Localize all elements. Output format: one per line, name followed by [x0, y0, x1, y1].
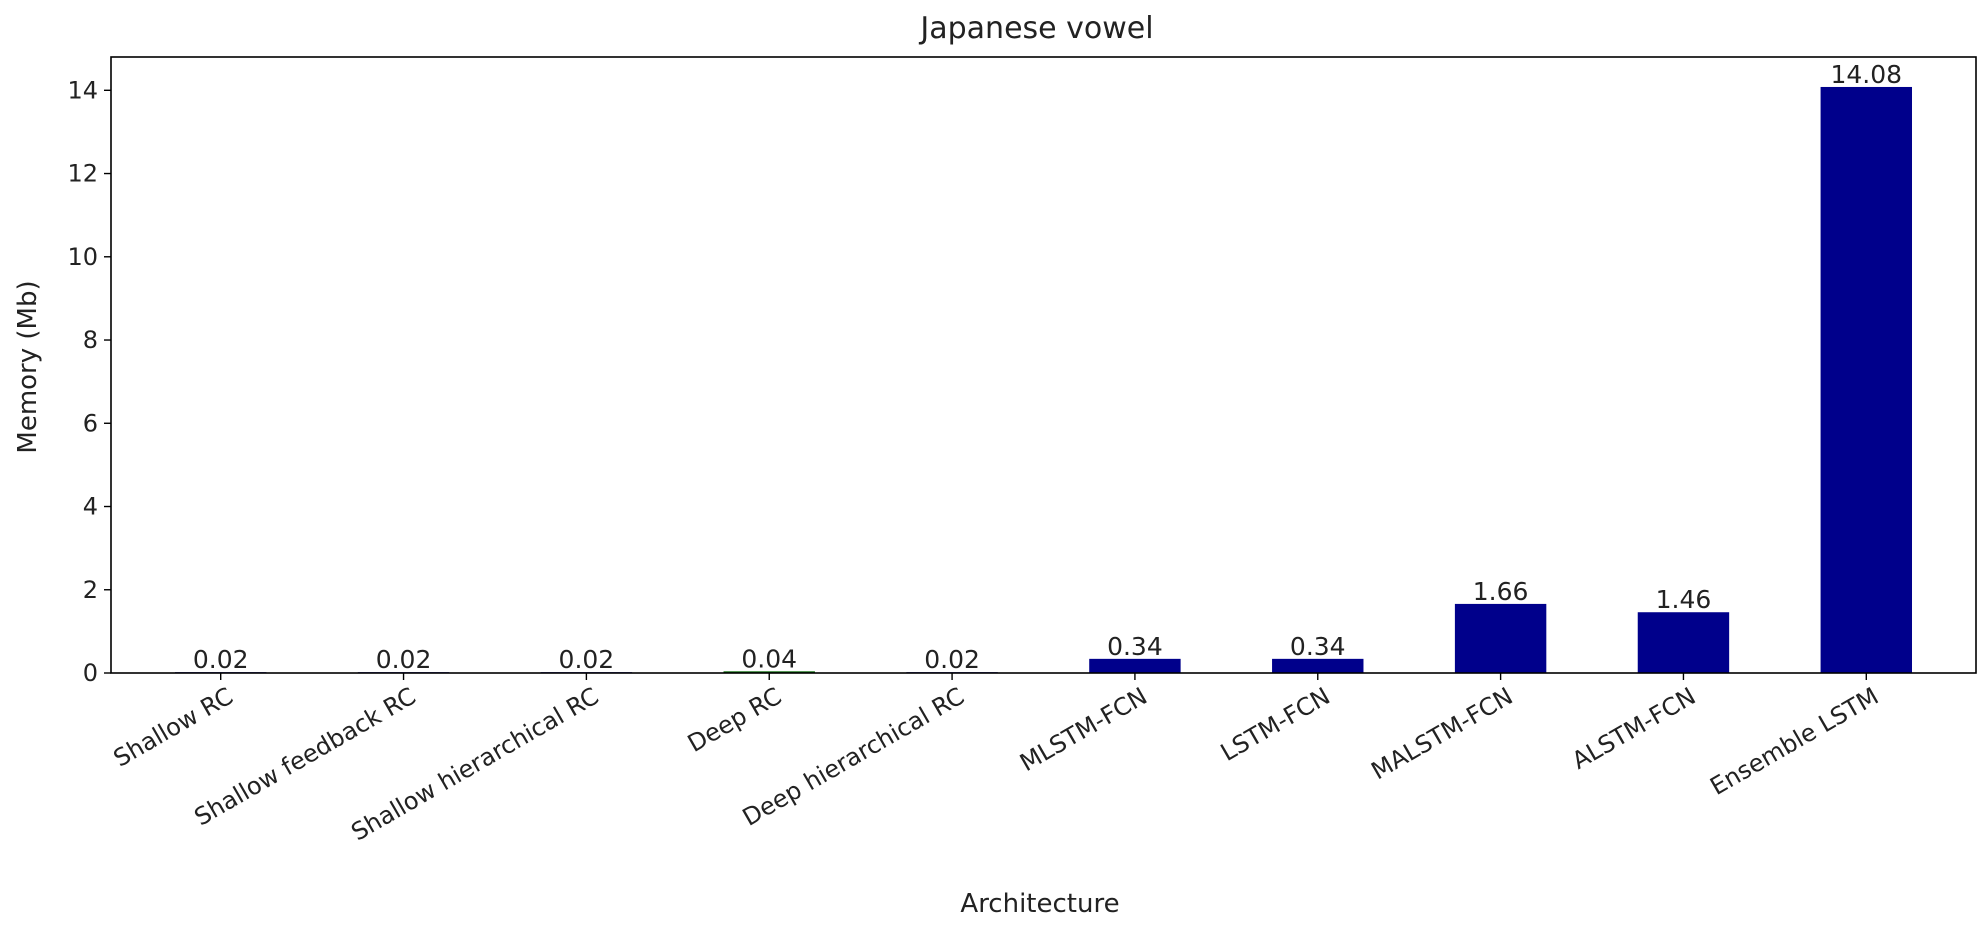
y-axis-label: Memory (Mb)	[13, 280, 43, 453]
data-label: 1.46	[1656, 585, 1712, 614]
x-axis-label: Architecture	[960, 889, 1119, 919]
y-tick-label: 0	[83, 659, 98, 687]
data-label: 0.02	[376, 645, 432, 674]
data-labels-group: 0.02 0.02 0.02 0.04 0.02 0.34 0.34 1.66 1.46 14.0…	[193, 60, 1902, 674]
y-tick-label: 8	[83, 326, 98, 354]
y-axis-ticks: 0 2 4 6 8 10 12 14	[67, 76, 111, 687]
y-tick-label: 4	[83, 493, 98, 521]
chart-title: Japanese vowel	[918, 11, 1153, 46]
data-label: 1.66	[1473, 577, 1529, 606]
bar	[1637, 612, 1730, 673]
data-label: 14.08	[1831, 60, 1903, 89]
data-label: 0.02	[559, 645, 615, 674]
x-tick-label: Shallow RC	[109, 682, 238, 773]
bar	[1454, 603, 1547, 673]
plot-frame	[110, 56, 1977, 674]
data-label: 0.34	[1290, 632, 1346, 661]
bar	[723, 671, 815, 673]
x-tick-label: LSTM-FCN	[1216, 682, 1335, 767]
y-tick-label: 10	[67, 243, 98, 271]
y-tick-label: 2	[83, 576, 98, 604]
data-label: 0.02	[924, 645, 980, 674]
y-tick-label: 14	[67, 76, 98, 104]
x-tick-label: ALSTM-FCN	[1567, 682, 1700, 775]
y-tick-label: 12	[67, 160, 98, 188]
bar	[1272, 658, 1364, 673]
x-tick-label: MALSTM-FCN	[1367, 682, 1518, 785]
x-tick-label: MLSTM-FCN	[1015, 682, 1152, 777]
data-label: 0.34	[1107, 632, 1163, 661]
y-tick-label: 6	[83, 409, 98, 437]
bar	[1820, 86, 1913, 673]
x-tick-label: Ensemble LSTM	[1705, 682, 1883, 801]
bars-group	[174, 86, 1913, 673]
x-tick-label: Deep RC	[683, 682, 786, 758]
data-label: 0.04	[741, 644, 797, 673]
bar	[1089, 658, 1181, 673]
data-label: 0.02	[193, 645, 249, 674]
